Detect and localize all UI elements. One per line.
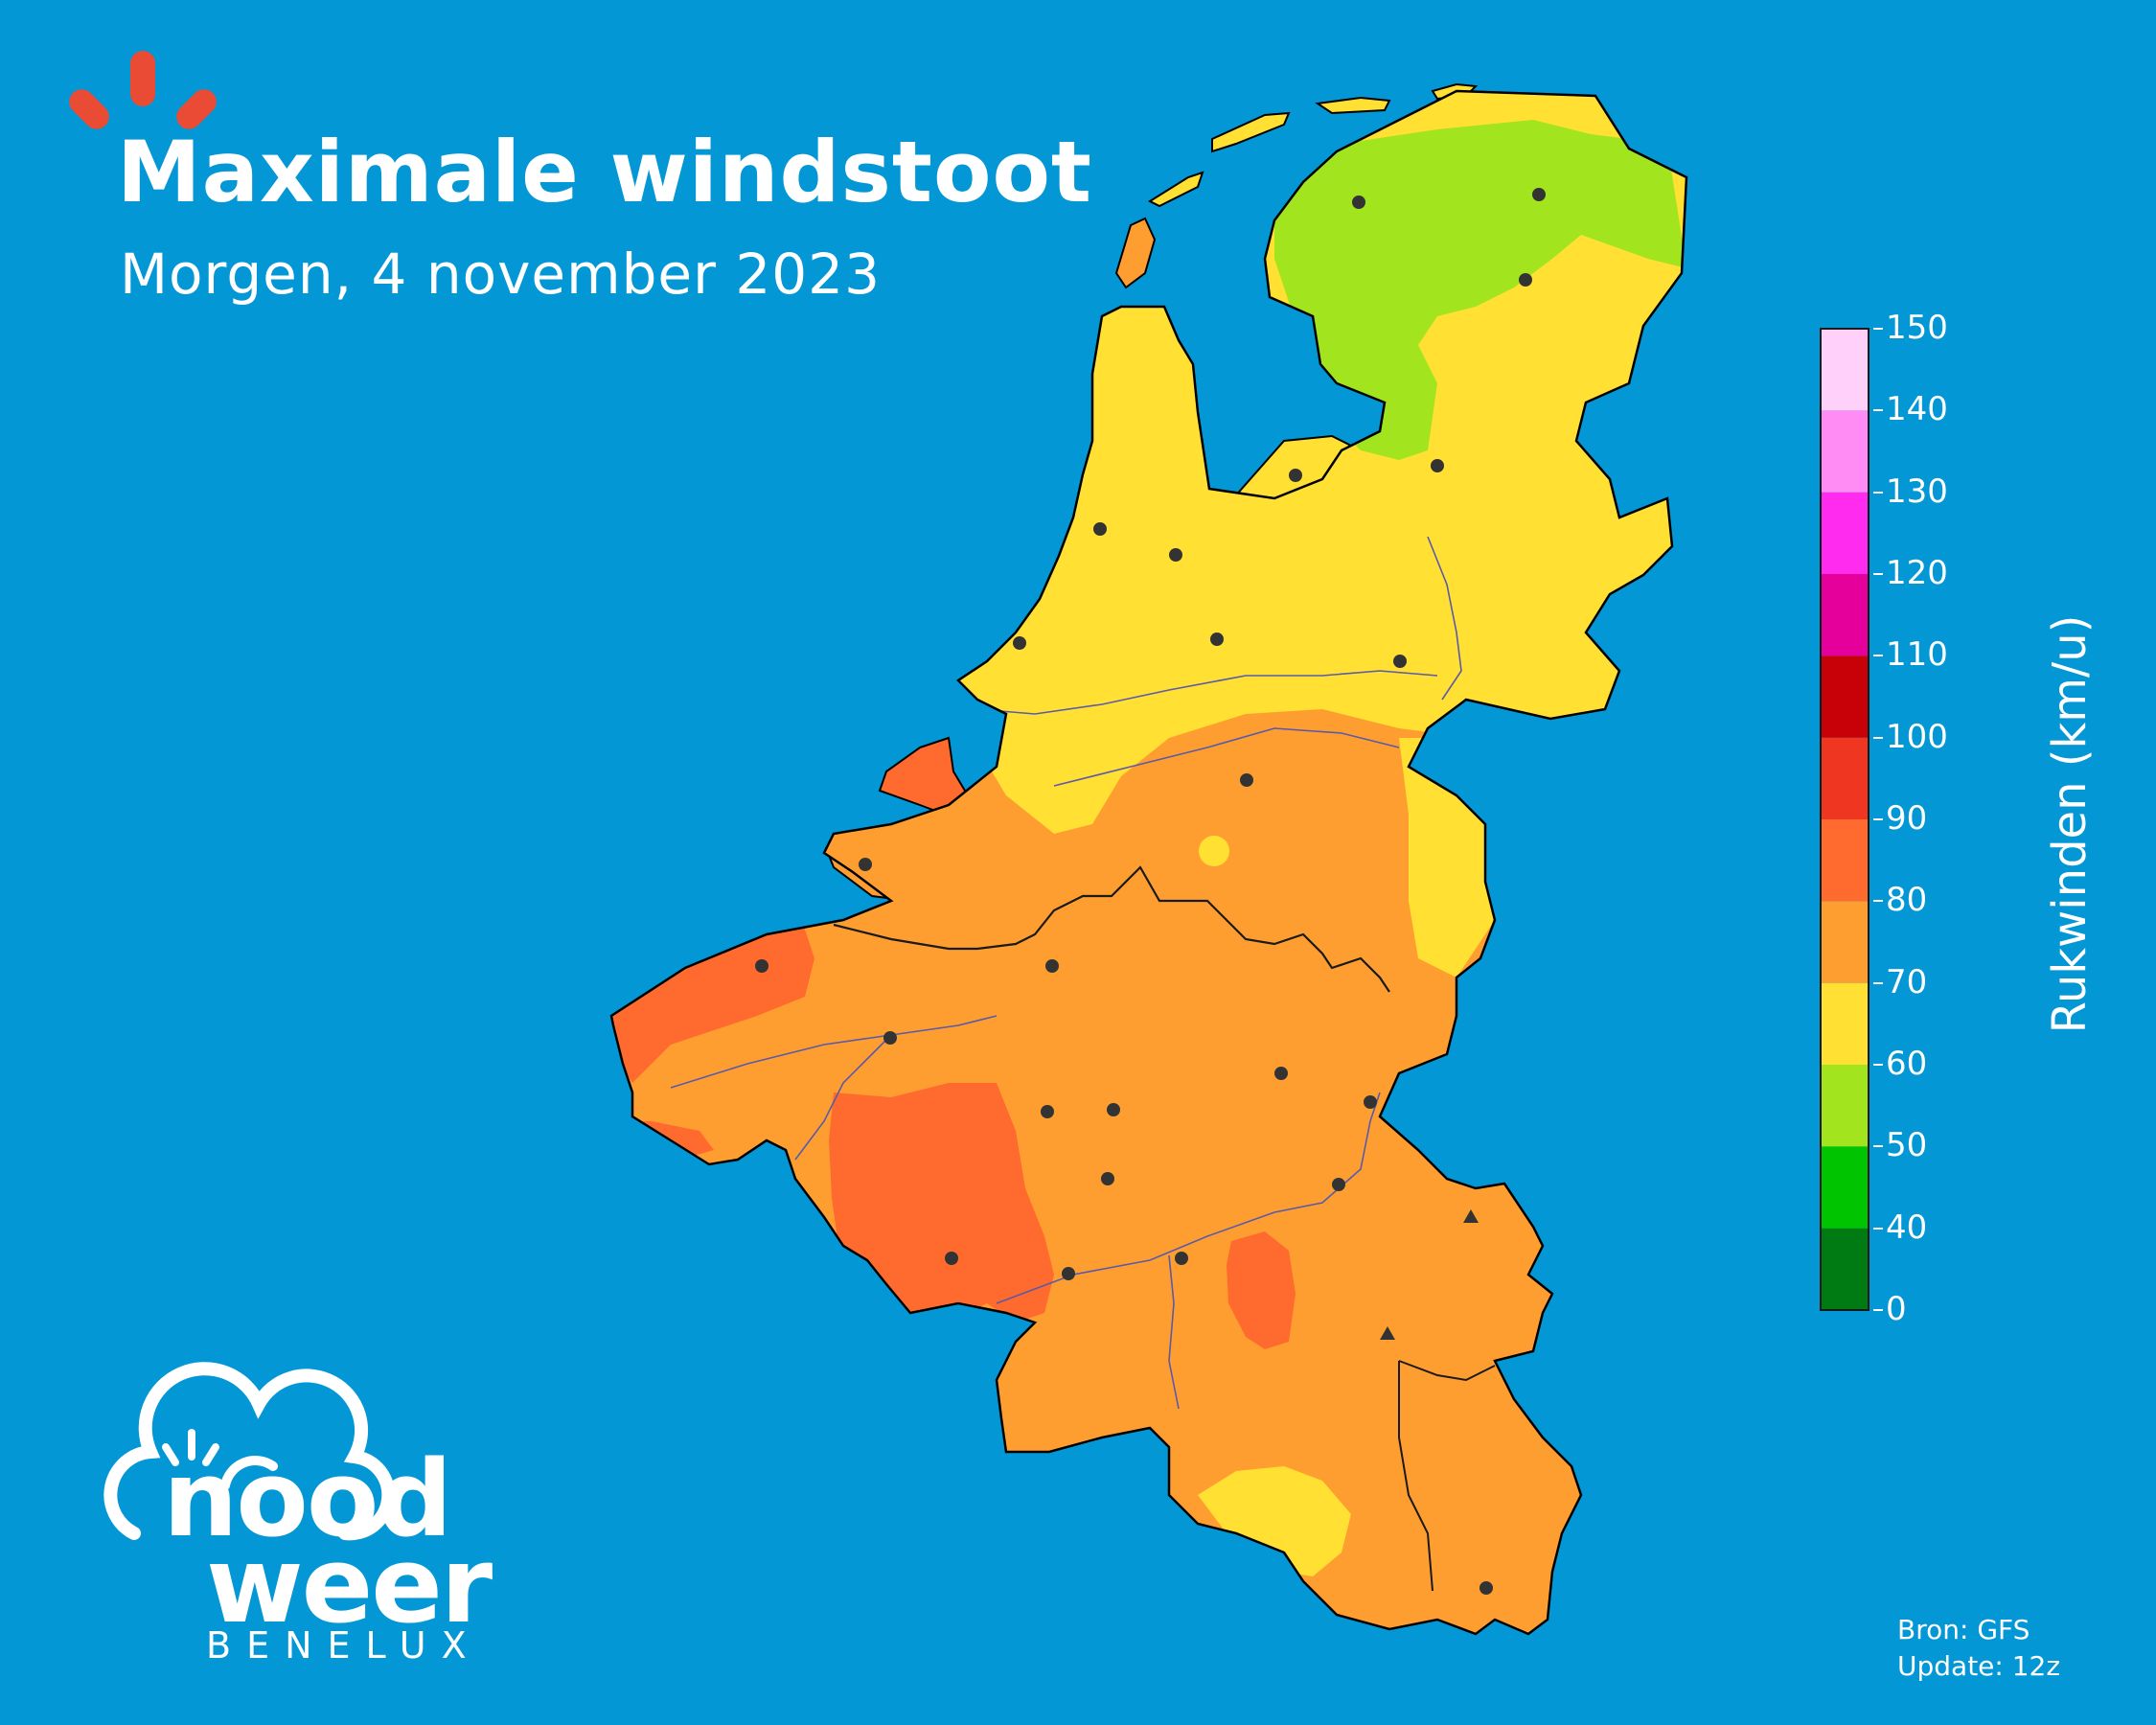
city-marker: [1045, 959, 1059, 973]
colorbar-tick-mark: [1873, 1145, 1883, 1148]
colorbar-segment: [1821, 901, 1869, 983]
colorbar-tick-mark: [1873, 1309, 1883, 1311]
city-marker: [1240, 773, 1253, 787]
map-subtitle: Morgen, 4 november 2023: [120, 242, 881, 307]
island-terschelling: [1211, 111, 1291, 153]
peak-marker: [1380, 1326, 1395, 1340]
colorbar-tick-mark: [1873, 328, 1883, 330]
colorbar-tick-mark: [1873, 818, 1883, 820]
city-marker: [1041, 1105, 1054, 1118]
peak-marker: [1463, 1209, 1479, 1223]
city-marker: [883, 1031, 897, 1045]
city-marker: [1332, 1178, 1345, 1191]
colorbar-tick-mark: [1873, 655, 1883, 657]
colorbar-segment: [1821, 1228, 1869, 1310]
colorbar-segment: [1821, 819, 1869, 902]
colorbar: [1820, 328, 1869, 1311]
colorbar-tick-label: 90: [1886, 799, 1928, 838]
city-marker: [1274, 1067, 1288, 1080]
colorbar-tick-mark: [1873, 573, 1883, 575]
city-marker: [1364, 1095, 1377, 1109]
colorbar-tick-label: 50: [1886, 1126, 1928, 1165]
city-marker: [1169, 548, 1182, 562]
city-marker: [1093, 522, 1107, 536]
city-marker: [755, 959, 768, 973]
logo-rays-icon: [69, 51, 217, 129]
source-info: Bron: GFS Update: 12z: [1897, 1612, 2060, 1685]
city-marker: [945, 1252, 958, 1265]
brand-line-3: BENELUX: [206, 1624, 482, 1667]
colorbar-tick-label: 150: [1886, 309, 1948, 347]
city-marker: [1479, 1581, 1493, 1595]
colorbar-segment: [1821, 982, 1869, 1065]
city-marker: [1289, 469, 1302, 482]
colorbar-segment: [1821, 1146, 1869, 1229]
city-marker: [859, 858, 872, 871]
source-line: Bron: GFS: [1897, 1614, 2030, 1645]
city-marker: [1101, 1172, 1114, 1185]
update-line: Update: 12z: [1897, 1650, 2061, 1682]
colorbar-tick-mark: [1873, 409, 1883, 412]
cloud-logo-icon: [103, 1362, 396, 1541]
city-marker: [1210, 632, 1224, 646]
colorbar-segment: [1821, 410, 1869, 493]
colorbar-tick-mark: [1873, 1064, 1883, 1066]
city-marker: [1352, 196, 1365, 209]
colorbar-tick-label: 130: [1886, 472, 1948, 511]
city-marker: [1175, 1252, 1188, 1265]
city-marker: [1532, 188, 1546, 201]
city-marker: [1431, 459, 1444, 472]
colorbar-tick-mark: [1873, 736, 1883, 739]
colorbar-tick-label: 80: [1886, 881, 1928, 920]
city-marker: [1013, 636, 1026, 650]
colorbar-tick-label: 0: [1886, 1290, 1907, 1328]
brand-line-1: nood: [163, 1438, 452, 1560]
colorbar-segment: [1821, 574, 1869, 656]
colorbar-title: Rukwinden (km/u): [2043, 614, 2097, 1034]
colorbar-tick-label: 140: [1886, 390, 1948, 429]
brand-line-2: weer: [206, 1524, 493, 1646]
colorbar-segment: [1821, 329, 1869, 411]
city-marker: [1393, 655, 1407, 668]
city-marker: [1062, 1267, 1075, 1280]
city-marker: [1107, 1103, 1120, 1116]
colorbar-tick-mark: [1873, 491, 1883, 494]
island-vlieland: [1147, 171, 1204, 208]
colorbar-tick-mark: [1873, 900, 1883, 903]
colorbar-tick-label: 40: [1886, 1208, 1928, 1247]
colorbar-tick-label: 120: [1886, 554, 1948, 592]
city-marker: [1519, 273, 1532, 287]
colorbar-tick-label: 60: [1886, 1045, 1928, 1083]
colorbar-tick-mark: [1873, 1227, 1883, 1230]
island-texel: [1114, 217, 1157, 289]
colorbar-segment: [1821, 492, 1869, 574]
colorbar-tick-label: 70: [1886, 962, 1928, 1001]
colorbar-tick-label: 110: [1886, 635, 1948, 675]
colorbar-tick-mark: [1873, 981, 1883, 984]
colorbar-segment: [1821, 737, 1869, 819]
colorbar-segment: [1821, 656, 1869, 738]
map-title: Maximale windstoot: [117, 123, 1092, 221]
colorbar-tick-label: 100: [1886, 717, 1948, 756]
colorbar-segment: [1821, 1065, 1869, 1147]
island-ameland: [1315, 96, 1391, 115]
